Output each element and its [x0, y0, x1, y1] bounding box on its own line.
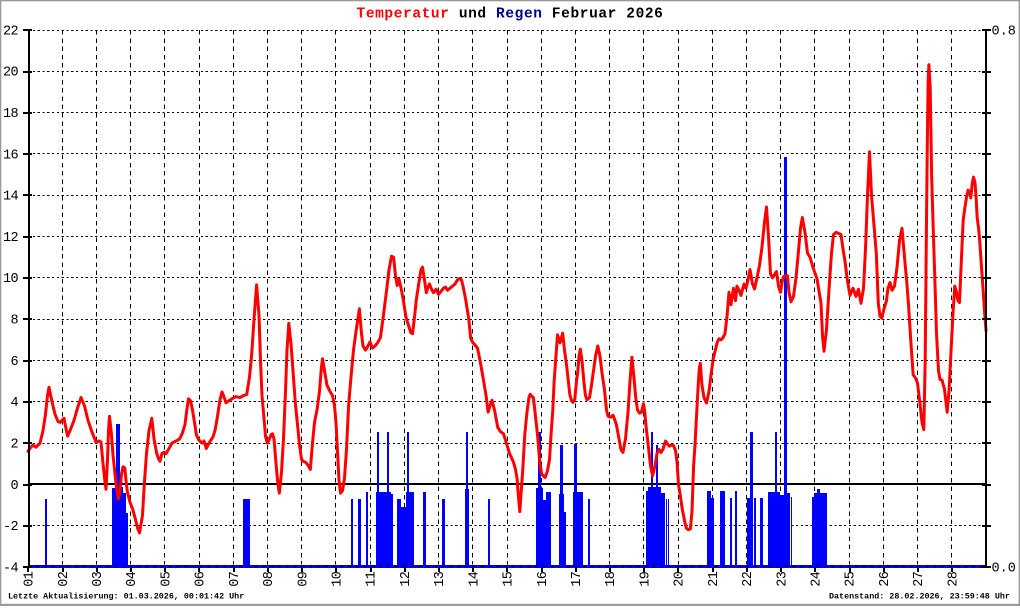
svg-text:06: 06: [194, 571, 209, 587]
svg-text:10: 10: [3, 272, 19, 287]
svg-text:2: 2: [10, 438, 18, 453]
svg-text:18: 18: [3, 107, 19, 122]
svg-text:12: 12: [3, 231, 19, 246]
svg-text:Datenstand: 28.02.2026, 23:59:: Datenstand: 28.02.2026, 23:59:48 Uhr: [829, 592, 1010, 602]
svg-text:11: 11: [365, 571, 380, 587]
svg-text:13: 13: [433, 571, 448, 587]
svg-text:15: 15: [502, 571, 517, 587]
svg-text:21: 21: [707, 571, 722, 587]
svg-text:18: 18: [604, 571, 619, 587]
svg-text:05: 05: [160, 571, 175, 587]
svg-text:22: 22: [3, 24, 19, 39]
svg-text:27: 27: [912, 571, 927, 587]
svg-text:6: 6: [10, 355, 18, 370]
svg-text:22: 22: [741, 571, 756, 587]
svg-text:28: 28: [946, 571, 961, 587]
svg-text:26: 26: [878, 571, 893, 587]
svg-text:12: 12: [399, 571, 414, 587]
svg-text:07: 07: [228, 571, 243, 587]
svg-text:09: 09: [296, 571, 311, 587]
svg-text:16: 16: [536, 571, 551, 587]
svg-text:10: 10: [331, 571, 346, 587]
svg-text:02: 02: [57, 571, 72, 587]
svg-text:04: 04: [125, 571, 140, 587]
svg-text:0.8: 0.8: [992, 24, 1016, 39]
svg-text:20: 20: [3, 66, 19, 81]
svg-text:14: 14: [467, 571, 482, 587]
svg-text:17: 17: [570, 571, 585, 587]
svg-text:0: 0: [10, 479, 18, 494]
svg-text:Letzte Aktualisierung: 01.03.2: Letzte Aktualisierung: 01.03.2026, 00:01…: [8, 592, 244, 602]
svg-text:25: 25: [844, 571, 859, 587]
svg-text:-2: -2: [3, 520, 19, 535]
svg-text:-4: -4: [3, 561, 19, 576]
svg-text:08: 08: [262, 571, 277, 587]
svg-text:24: 24: [810, 571, 825, 587]
svg-text:4: 4: [10, 396, 18, 411]
svg-text:03: 03: [91, 571, 106, 587]
svg-text:16: 16: [3, 148, 19, 163]
svg-text:23: 23: [775, 571, 790, 587]
svg-text:20: 20: [673, 571, 688, 587]
svg-text:8: 8: [10, 314, 18, 329]
svg-text:0.0: 0.0: [992, 561, 1016, 576]
svg-text:19: 19: [639, 571, 654, 587]
svg-text:Temperatur und Regen Februar 2: Temperatur und Regen Februar 2026: [357, 7, 664, 23]
svg-text:14: 14: [3, 190, 19, 205]
svg-text:01: 01: [23, 571, 38, 587]
